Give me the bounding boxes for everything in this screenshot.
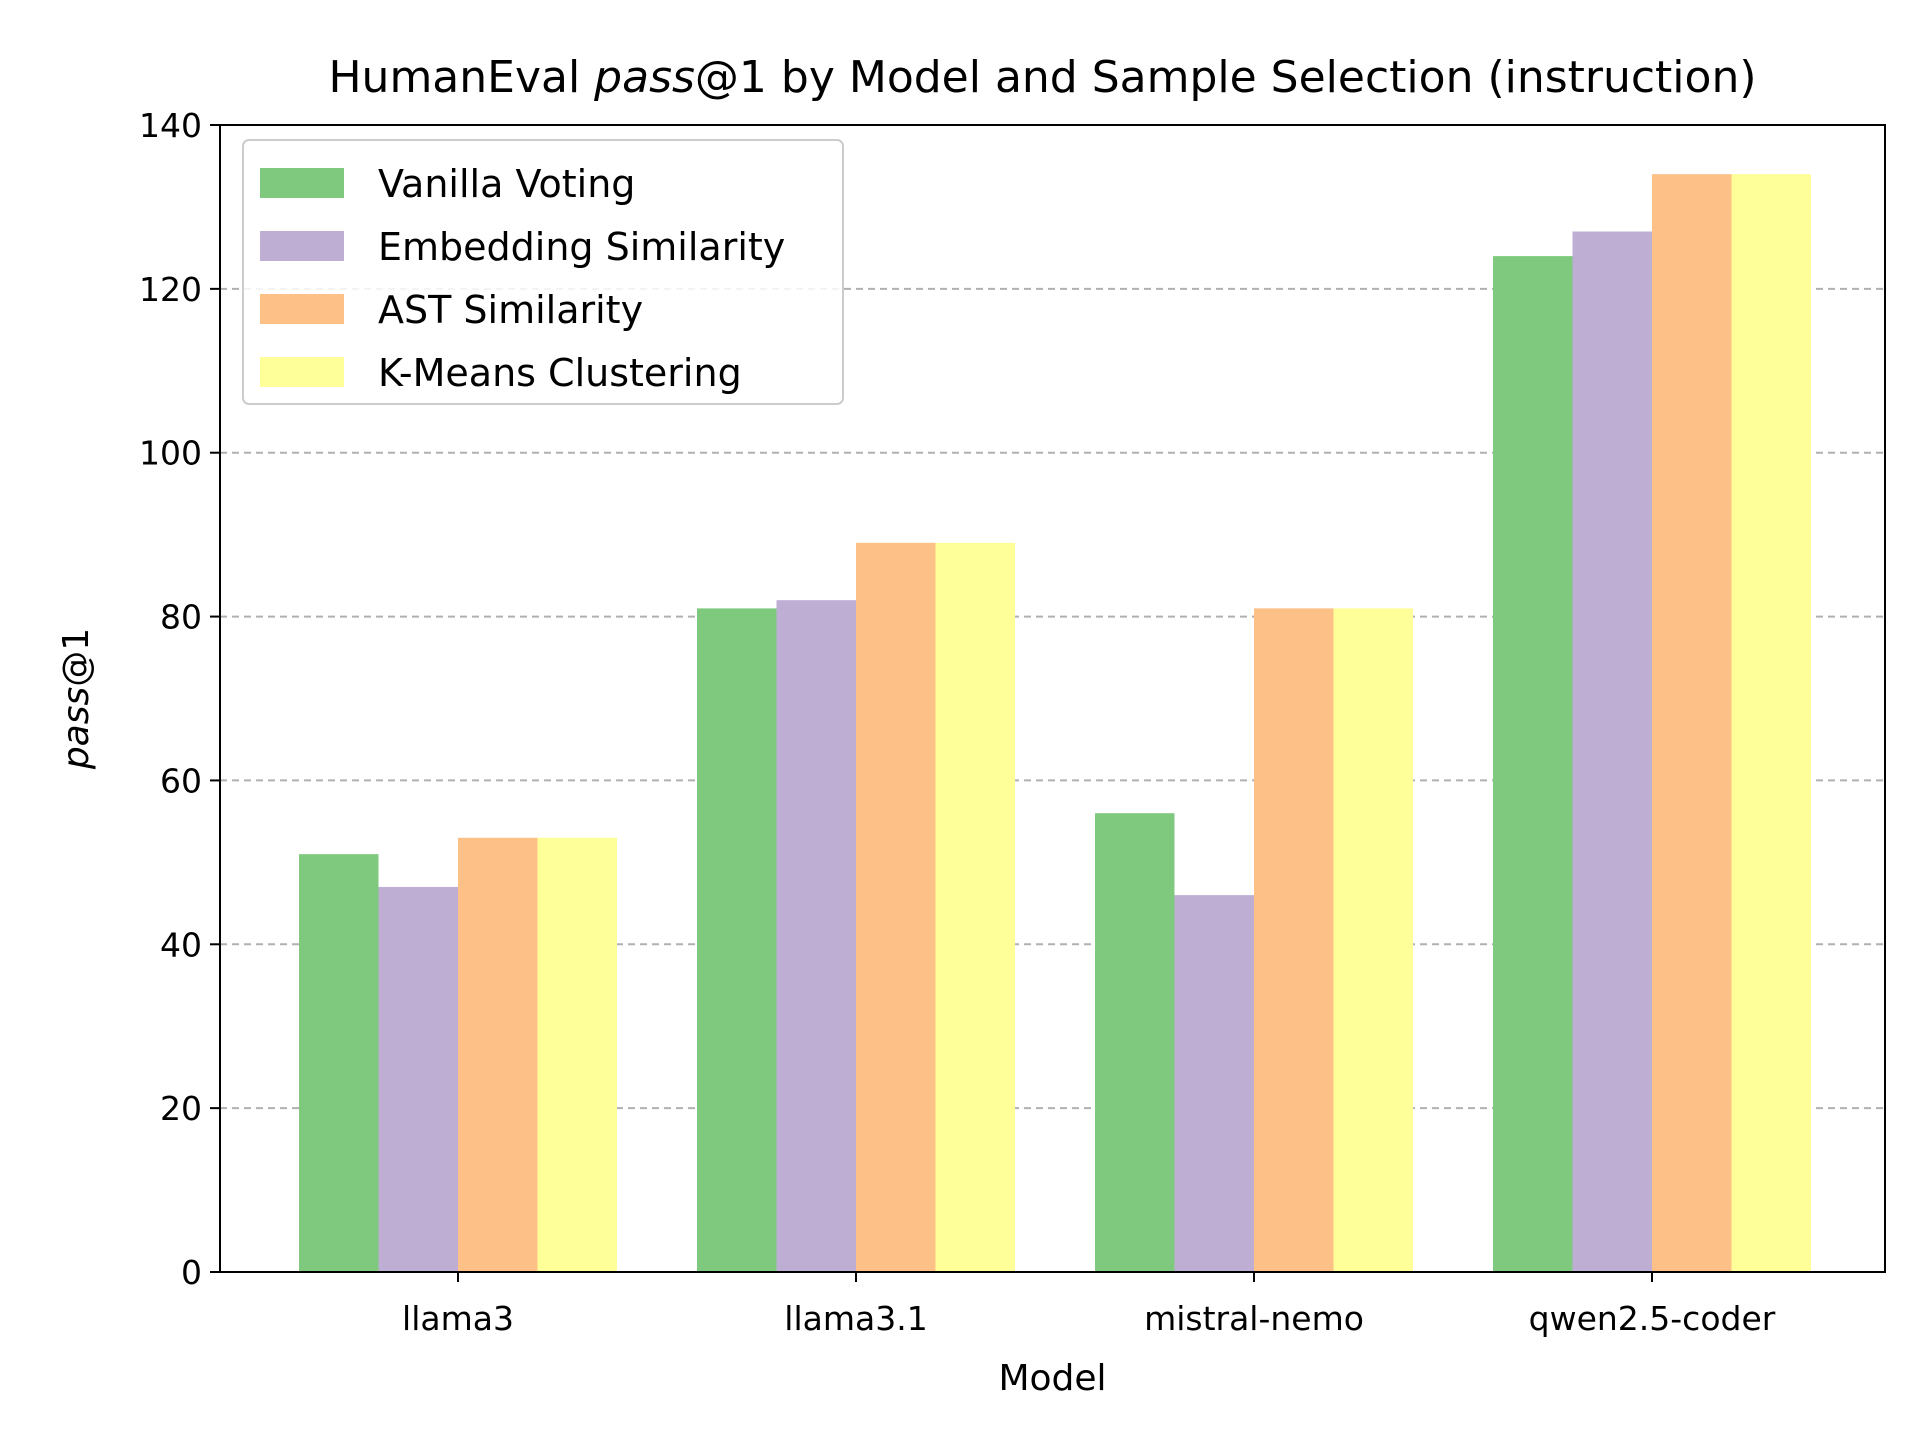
y-label-part: @1 <box>56 628 97 687</box>
bar <box>1493 256 1573 1273</box>
legend: Vanilla Voting Embedding Similarity AST Si… <box>242 139 844 405</box>
bar <box>299 854 379 1272</box>
y-tick-label: 80 <box>160 598 202 637</box>
y-axis-label: pass@1 <box>56 628 97 770</box>
y-tick-label: 40 <box>160 925 202 964</box>
legend-box <box>242 139 844 405</box>
x-tick-label: mistral-nemo <box>1144 1299 1364 1338</box>
y-tick-label: 0 <box>181 1253 202 1292</box>
title-part: HumanEval <box>328 52 594 103</box>
legend-swatch <box>260 294 344 324</box>
bar <box>458 837 538 1272</box>
bar <box>1572 231 1652 1273</box>
legend-swatch <box>260 231 344 261</box>
legend-swatch <box>260 168 344 198</box>
y-axis: 0 20 40 60 80 100 120 140 <box>139 106 220 1292</box>
y-tick-label: 140 <box>139 106 202 145</box>
y-label-part: pass <box>56 687 97 770</box>
x-axis: llama3 llama3.1 mistral-nemo qwen2.5-coder <box>402 1272 1776 1338</box>
legend-label: AST Similarity <box>378 288 643 332</box>
bar <box>776 600 856 1272</box>
bar <box>1333 608 1413 1272</box>
title-part: pass <box>593 52 695 103</box>
bar <box>1095 813 1175 1272</box>
bar <box>537 837 617 1272</box>
bar <box>1652 174 1732 1273</box>
plot-frame <box>219 124 1886 1273</box>
bar <box>697 608 777 1272</box>
y-tick-label: 120 <box>139 270 202 309</box>
y-tick-label: 100 <box>139 434 202 473</box>
legend-label: Embedding Similarity <box>378 225 785 269</box>
bars <box>299 174 1811 1273</box>
y-tick-label: 60 <box>160 761 202 800</box>
title-part: @1 by Model and Sample Selection (instru… <box>695 52 1757 103</box>
x-tick-label: llama3 <box>402 1299 514 1338</box>
bar <box>935 542 1015 1272</box>
bar <box>856 542 936 1272</box>
legend-label: Vanilla Voting <box>378 162 635 206</box>
legend-swatch <box>260 357 344 387</box>
bar <box>378 886 458 1272</box>
x-tick-label: llama3.1 <box>784 1299 927 1338</box>
bar <box>1254 608 1334 1272</box>
legend-label: K-Means Clustering <box>378 351 742 395</box>
bar <box>1174 895 1254 1272</box>
chart-title: HumanEval pass@1 by Model and Sample Sel… <box>328 52 1756 103</box>
x-tick-label: qwen2.5-coder <box>1529 1299 1776 1338</box>
x-axis-label: Model <box>998 1358 1106 1399</box>
y-tick-label: 20 <box>160 1089 202 1128</box>
bar <box>1731 174 1811 1273</box>
